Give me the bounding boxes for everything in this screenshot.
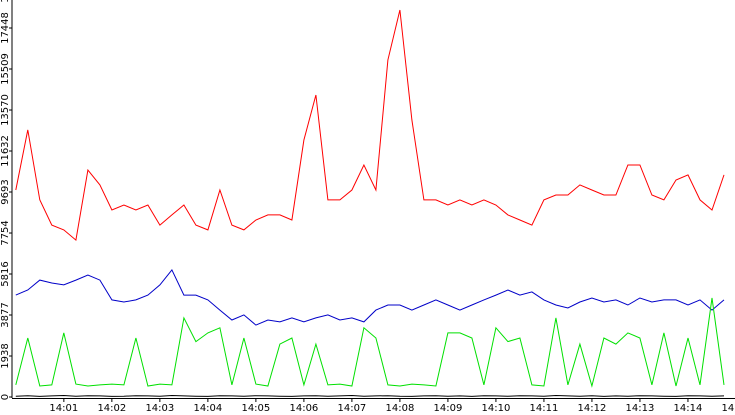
x-tick-label: 14:05	[241, 403, 270, 414]
x-tick-label: 14:15	[722, 403, 735, 414]
plot-area	[15, 9, 725, 397]
y-tick-label: 5816	[0, 261, 11, 286]
series-line	[15, 394, 725, 397]
y-tick-label: 13570	[0, 94, 11, 126]
x-tick-label: 14:13	[626, 403, 655, 414]
y-tick-label: 19387	[0, 0, 11, 3]
x-tick-label: 14:14	[674, 403, 703, 414]
series-line	[15, 297, 725, 388]
y-tick-label: 3877	[0, 302, 11, 327]
y-tick-label: 1938	[0, 343, 11, 368]
y-tick-label: 9693	[0, 179, 11, 204]
x-tick-label: 14:10	[482, 403, 511, 414]
x-tick-label: 14:11	[530, 403, 559, 414]
y-tick-label: 7754	[0, 220, 11, 245]
x-tick-label: 14:06	[289, 403, 318, 414]
series-line	[15, 9, 725, 242]
y-tick-label: 0	[0, 394, 11, 400]
y-tick-label: 11632	[0, 135, 11, 167]
x-tick-label: 14:01	[49, 403, 78, 414]
x-tick-label: 14:12	[578, 403, 607, 414]
x-tick-label: 14:04	[193, 403, 222, 414]
x-tick-label: 14:03	[145, 403, 174, 414]
x-tick-label: 14:07	[337, 403, 366, 414]
series-line	[15, 268, 725, 326]
y-tick-label: 17448	[0, 12, 11, 44]
x-tick-label: 14:02	[97, 403, 126, 414]
x-tick-label: 14:08	[385, 403, 414, 414]
x-tick-label: 14:09	[433, 403, 462, 414]
y-tick-label: 15509	[0, 53, 11, 85]
